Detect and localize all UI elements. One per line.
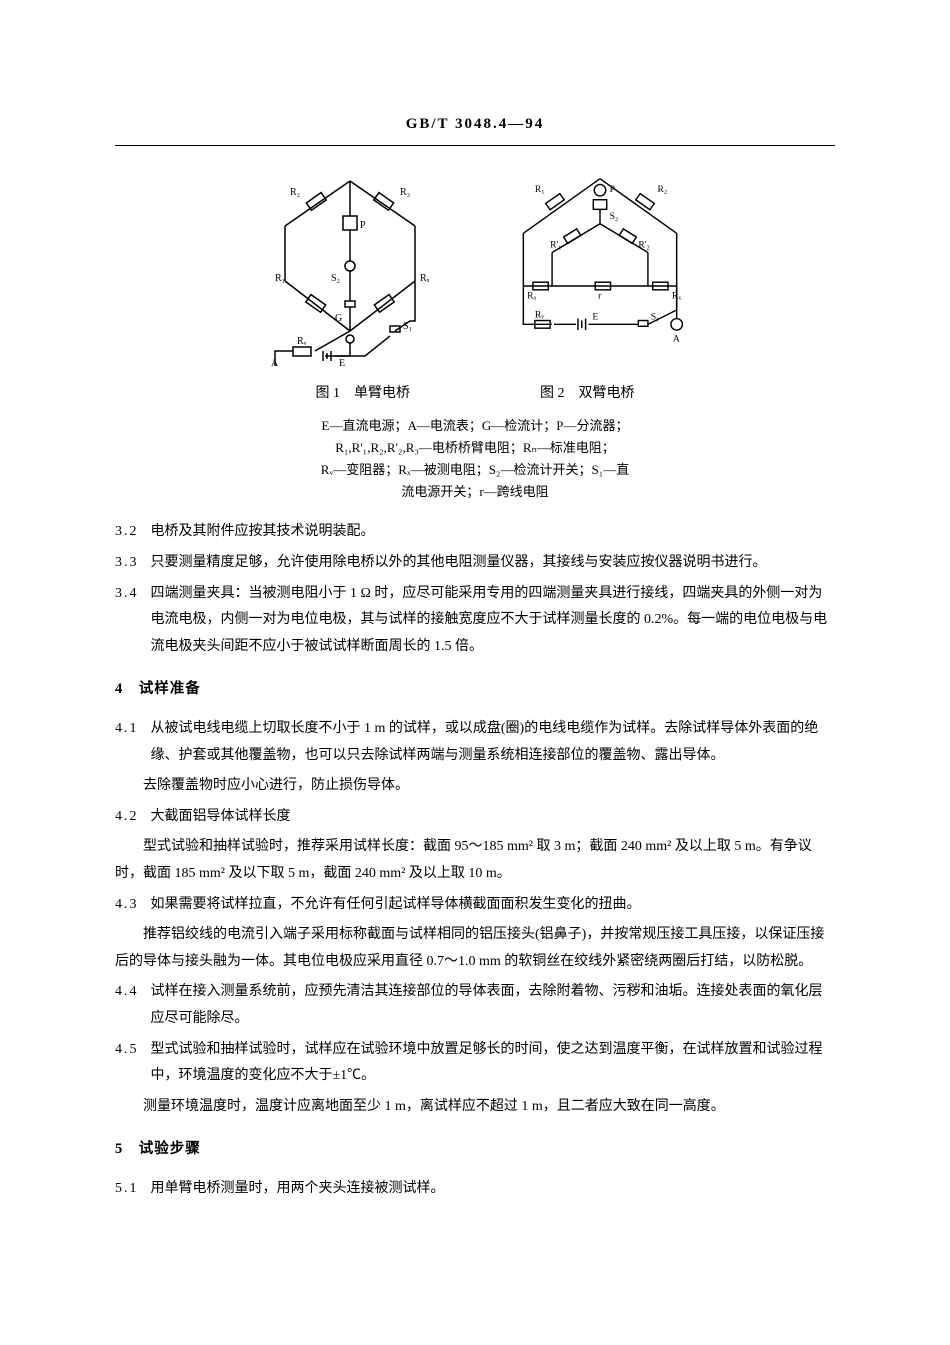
svg-text:S₁: S₁	[403, 321, 412, 332]
section-5-heading: 5 试验步骤	[115, 1136, 835, 1164]
svg-text:S₁: S₁	[651, 311, 660, 322]
svg-text:Rₓ: Rₓ	[672, 290, 681, 301]
svg-text:Rᵥ: Rᵥ	[297, 336, 307, 347]
para-4-3a: 推荐铝绞线的电流引入端子采用标称截面与试样相同的铝压接头(铝鼻子)，并按常规压接…	[115, 922, 835, 975]
para-4-1: 4.1 从被试电线电缆上切取长度不小于 1 m 的试样，或以成盘(圈)的电线电缆…	[115, 716, 835, 769]
svg-text:R₃: R₃	[400, 187, 410, 198]
svg-text:R'₂: R'₂	[638, 239, 649, 250]
figure-1: P	[235, 171, 465, 366]
double-arm-bridge-svg: R₁ R₂ P S₂ R'₁ R'₂ Rₐ r Rₓ S₁ Rᵥ E A	[485, 171, 715, 358]
para-5-1: 5.1 用单臂电桥测量时，用两个夹头连接被测试样。	[115, 1176, 835, 1203]
svg-text:R₂: R₂	[290, 187, 300, 198]
figure-2-caption: 图 2 双臂电桥	[540, 381, 635, 408]
svg-text:G: G	[335, 313, 342, 324]
legend-line-2: R₁,R'₁,R₂,R'₂,R₃—电桥桥臂电阻；Rₙ—标准电阻；	[115, 437, 835, 459]
figure-2: R₁ R₂ P S₂ R'₁ R'₂ Rₐ r Rₓ S₁ Rᵥ E A	[485, 171, 715, 366]
legend-line-3: Rᵥ—变阻器；Rₓ—被测电阻；S₂—检流计开关；S₁—直	[115, 459, 835, 481]
para-4-3: 4.3 如果需要将试样拉直，不允许有任何引起试样导体横截面面积发生变化的扭曲。	[115, 892, 835, 919]
svg-text:R₂: R₂	[658, 184, 668, 195]
figures-row: P	[115, 171, 835, 366]
legend-block: E—直流电源；A—电流表；G—检流计；P—分流器； R₁,R'₁,R₂,R'₂,…	[115, 415, 835, 503]
svg-text:Rₓ: Rₓ	[420, 273, 430, 284]
svg-text:Rᵥ: Rᵥ	[535, 309, 544, 320]
section-4-heading: 4 试样准备	[115, 676, 835, 704]
legend-line-4: 流电源开关；r—跨线电阻	[115, 481, 835, 503]
svg-text:S₂: S₂	[331, 273, 340, 284]
svg-text:P: P	[610, 184, 615, 195]
figure-captions-row: 图 1 单臂电桥 图 2 双臂电桥	[115, 381, 835, 408]
svg-text:R'₁: R'₁	[550, 239, 561, 250]
figure-1-caption: 图 1 单臂电桥	[316, 381, 411, 408]
para-4-1b: 去除覆盖物时应小心进行，防止损伤导体。	[115, 773, 835, 800]
svg-text:A: A	[271, 358, 279, 366]
svg-text:r: r	[598, 290, 602, 301]
para-4-5a: 测量环境温度时，温度计应离地面至少 1 m，离试样应不超过 1 m，且二者应大致…	[115, 1094, 835, 1121]
para-4-4: 4.4 试样在接入测量系统前，应预先清洁其连接部位的导体表面，去除附着物、污秽和…	[115, 979, 835, 1032]
svg-text:S₂: S₂	[610, 210, 619, 221]
svg-text:P: P	[360, 220, 366, 231]
para-3-4: 3.4 四端测量夹具：当被测电阻小于 1 Ω 时，应尽可能采用专用的四端测量夹具…	[115, 581, 835, 661]
svg-text:E: E	[339, 358, 345, 366]
para-3-3: 3.3 只要测量精度足够，允许使用除电桥以外的其他电阻测量仪器，其接线与安装应按…	[115, 550, 835, 577]
legend-line-1: E—直流电源；A—电流表；G—检流计；P—分流器；	[115, 415, 835, 437]
svg-text:R₁: R₁	[535, 184, 545, 195]
single-arm-bridge-svg: P	[235, 171, 465, 366]
svg-text:R₁: R₁	[275, 273, 285, 284]
svg-text:Rₐ: Rₐ	[527, 290, 536, 301]
para-4-2: 4.2 大截面铝导体试样长度	[115, 804, 835, 831]
para-4-5: 4.5 型式试验和抽样试验时，试样应在试验环境中放置足够长的时间，使之达到温度平…	[115, 1037, 835, 1090]
para-4-2a: 型式试验和抽样试验时，推荐采用试样长度：截面 95～185 mm² 取 3 m；…	[115, 834, 835, 887]
document-header: GB/T 3048.4—94	[115, 110, 835, 146]
para-3-2: 3.2 电桥及其附件应按其技术说明装配。	[115, 519, 835, 546]
svg-text:E: E	[592, 311, 598, 322]
svg-text:A: A	[673, 333, 680, 344]
